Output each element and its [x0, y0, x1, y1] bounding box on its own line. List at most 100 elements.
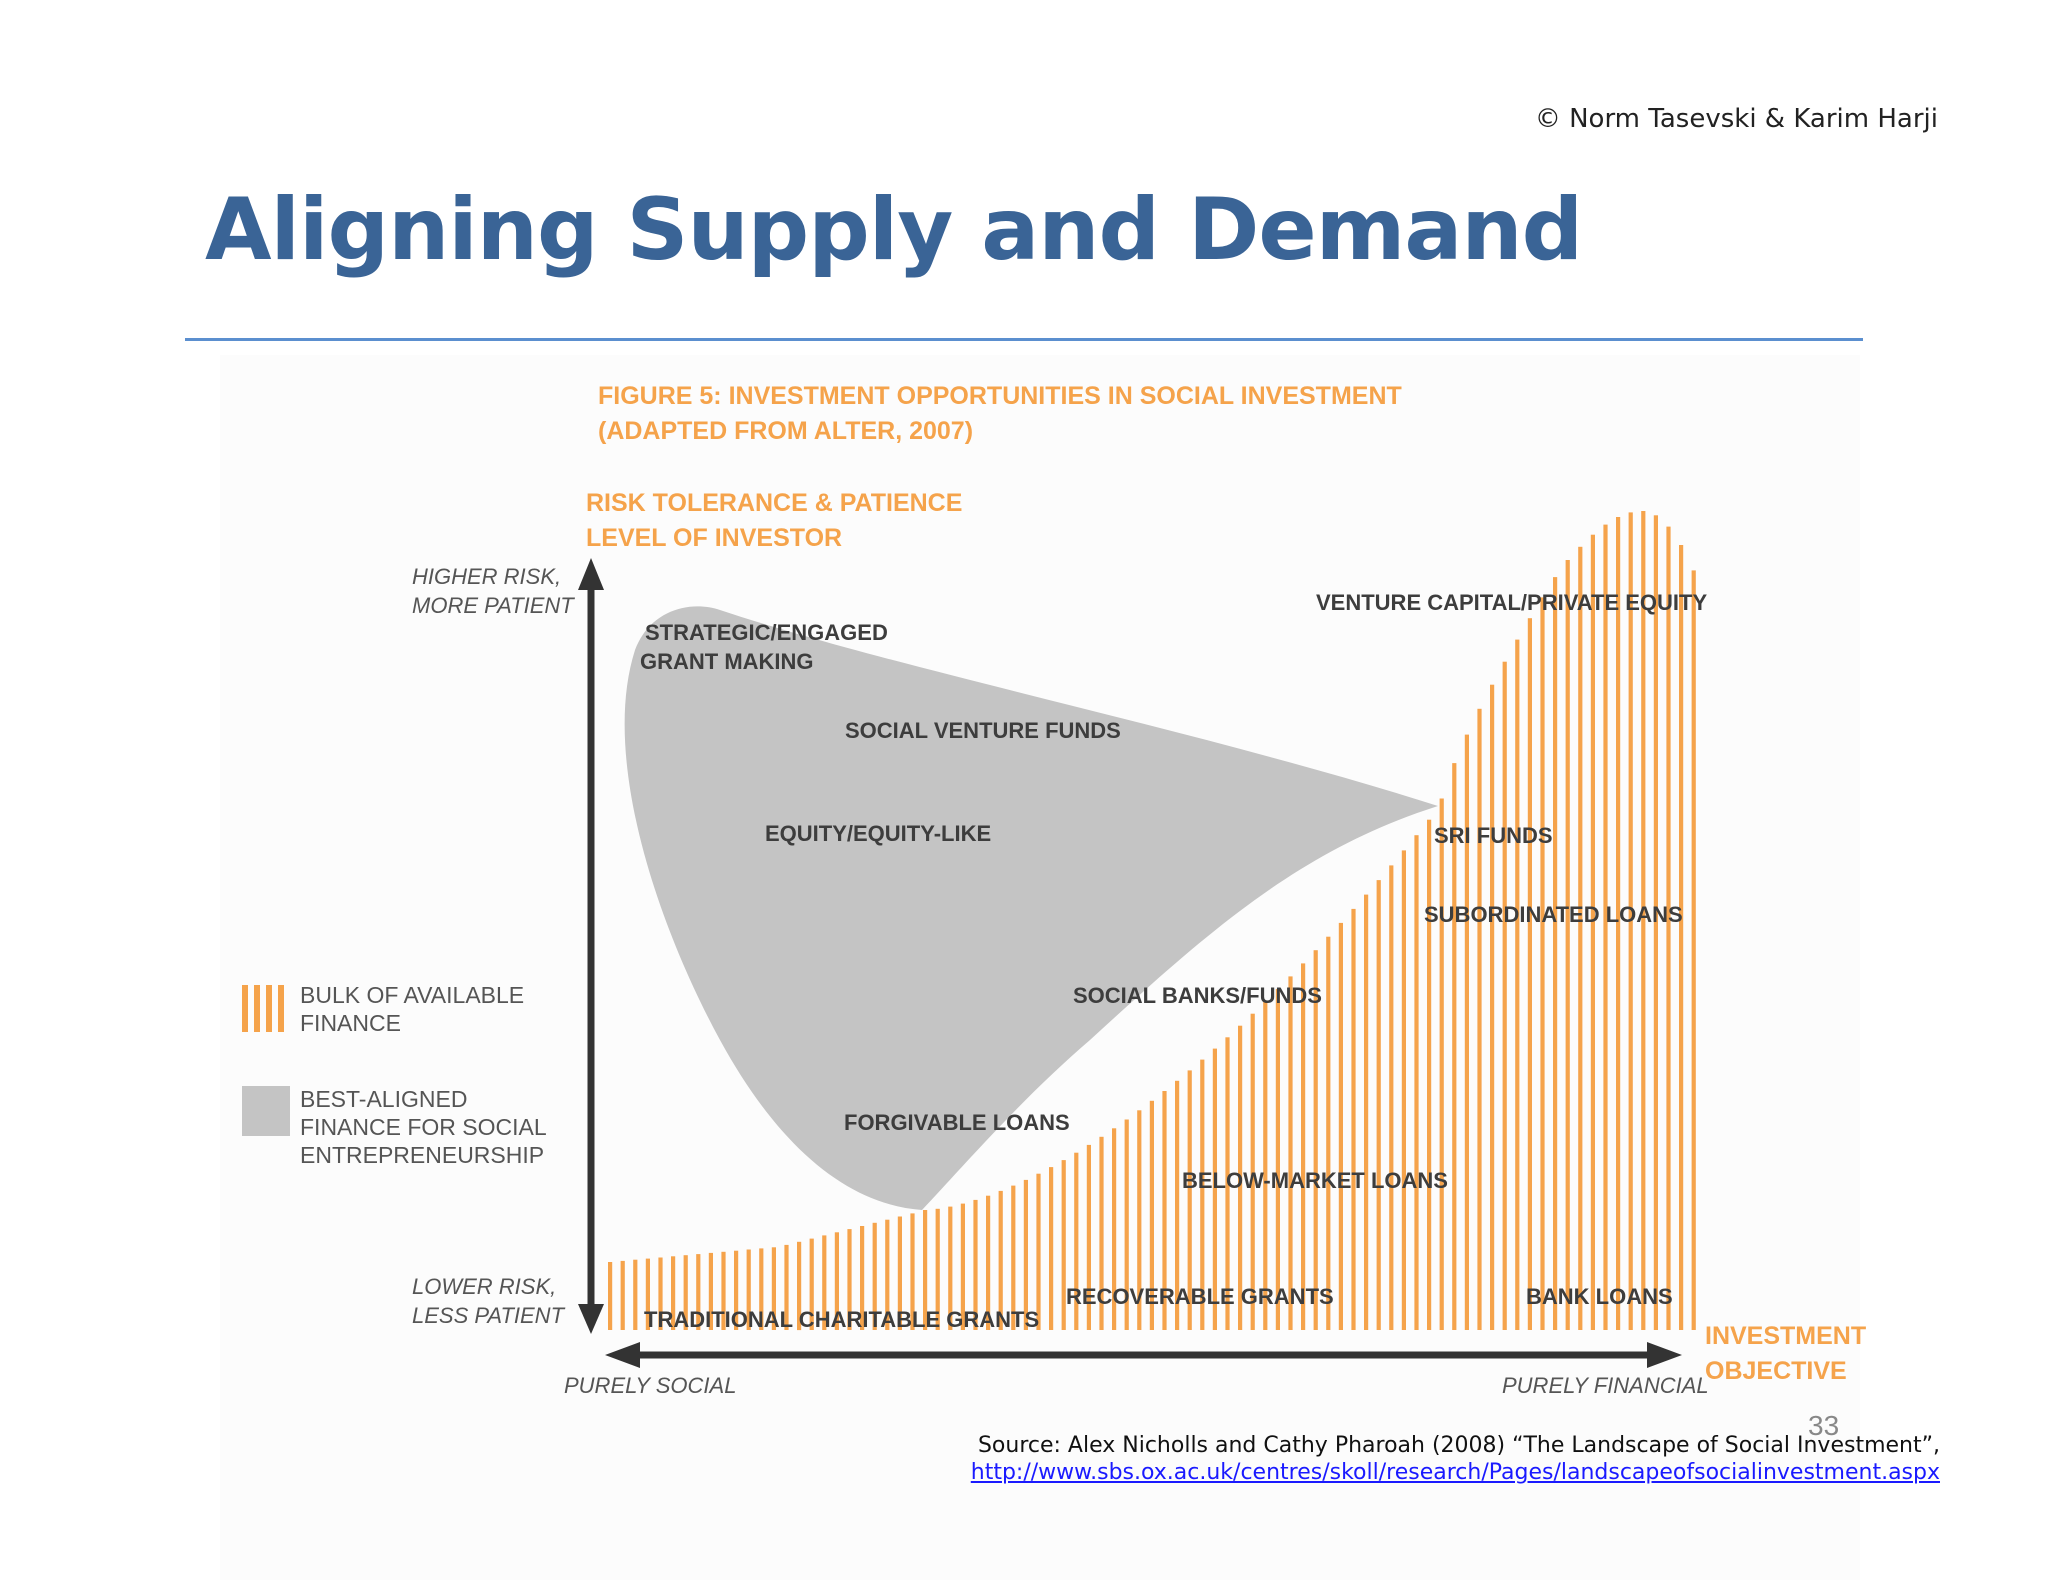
page-number: 33 [1808, 1410, 1840, 1441]
finance-bar [1502, 661, 1507, 1330]
label-subordinated-loans: SUBORDINATED LOANS [1424, 902, 1683, 927]
finance-bar [734, 1250, 739, 1330]
legend-bulk-label-line2: FINANCE [300, 1010, 401, 1036]
finance-bar [1540, 597, 1545, 1330]
finance-bar [1099, 1136, 1104, 1330]
finance-bar [1036, 1173, 1041, 1330]
label-strategic-grant-making-line2: GRANT MAKING [640, 649, 814, 674]
finance-bar [1628, 512, 1633, 1330]
finance-bar [1338, 922, 1343, 1330]
finance-bar [608, 1262, 613, 1330]
label-recoverable-grants: RECOVERABLE GRANTS [1066, 1284, 1334, 1309]
finance-bar [1288, 976, 1293, 1330]
finance-bar [1086, 1144, 1091, 1330]
finance-bar [1275, 989, 1280, 1330]
finance-bar [1137, 1110, 1142, 1330]
finance-bar [1603, 524, 1608, 1330]
x-axis-title: INVESTMENT [1705, 1322, 1867, 1350]
y-axis-title-line2: LEVEL OF INVESTOR [586, 524, 843, 552]
finance-bar [1212, 1048, 1217, 1330]
slide-title: Aligning Supply and Demand [205, 180, 1583, 280]
finance-bar [1313, 950, 1318, 1330]
finance-bar [1389, 865, 1394, 1330]
y-axis-title: RISK TOLERANCE & PATIENCE [586, 489, 963, 517]
finance-bar [1616, 517, 1621, 1330]
finance-bar [1061, 1160, 1066, 1330]
finance-bar [1326, 936, 1331, 1330]
x-right-note: PURELY FINANCIAL [1502, 1373, 1709, 1398]
finance-bar [1301, 963, 1306, 1330]
label-equity: EQUITY/EQUITY-LIKE [765, 821, 992, 846]
finance-bar [986, 1195, 991, 1330]
finance-bar [1641, 511, 1646, 1330]
legend-bulk-label: BULK OF AVAILABLE [300, 982, 525, 1008]
source-citation: Source: Alex Nicholls and Cathy Pharoah … [971, 1432, 1940, 1486]
copyright-notice: © Norm Tasevski & Karim Harji [1534, 104, 1938, 134]
finance-bar [1225, 1037, 1230, 1330]
finance-bar [1414, 835, 1419, 1330]
finance-bar [1515, 639, 1520, 1330]
finance-bar [1439, 798, 1444, 1330]
figure-title: FIGURE 5: INVESTMENT OPPORTUNITIES IN SO… [598, 382, 1402, 410]
finance-bar [1187, 1070, 1192, 1330]
finance-bar [885, 1219, 890, 1330]
finance-bar [746, 1249, 751, 1330]
finance-bar [1452, 763, 1457, 1330]
finance-bar [1376, 880, 1381, 1330]
finance-bar [620, 1260, 625, 1330]
finance-bar [1364, 894, 1369, 1330]
finance-bar [1162, 1091, 1167, 1330]
label-traditional-grants: TRADITIONAL CHARITABLE GRANTS [644, 1307, 1040, 1332]
finance-bar [1124, 1119, 1129, 1330]
finance-bar [935, 1208, 940, 1330]
finance-bar [822, 1235, 827, 1330]
finance-bar [1074, 1152, 1079, 1330]
orange-finance-bars [608, 511, 1696, 1331]
finance-bar [784, 1244, 789, 1330]
finance-bar [1175, 1080, 1180, 1330]
finance-bar [1691, 570, 1696, 1330]
x-axis-title-line2: OBJECTIVE [1705, 1357, 1847, 1385]
label-venture-capital: VENTURE CAPITAL/PRIVATE EQUITY [1316, 590, 1708, 615]
y-top-note: HIGHER RISK, [412, 564, 562, 589]
legend-best-label-line2: FINANCE FOR SOCIAL [300, 1114, 547, 1140]
finance-bar [797, 1241, 802, 1331]
finance-bar [1666, 526, 1671, 1330]
legend-best-label: BEST-ALIGNED [300, 1086, 468, 1112]
source-link[interactable]: http://www.sbs.ox.ac.uk/centres/skoll/re… [970, 1460, 1940, 1485]
legend-best-aligned-swatch [242, 1086, 290, 1136]
finance-bar [1149, 1100, 1154, 1330]
finance-bar [1679, 545, 1684, 1330]
finance-bar [1527, 618, 1532, 1330]
finance-bar [633, 1259, 638, 1330]
finance-bar [1351, 908, 1356, 1330]
finance-bar [759, 1248, 764, 1330]
finance-bar [1490, 684, 1495, 1330]
y-axis-arrow-down [578, 1304, 604, 1334]
finance-bar [1553, 577, 1558, 1330]
label-social-banks-funds: SOCIAL BANKS/FUNDS [1073, 983, 1322, 1008]
finance-bar [771, 1247, 776, 1330]
finance-bar [973, 1199, 978, 1330]
finance-bar [1200, 1059, 1205, 1330]
finance-bar [1250, 1013, 1255, 1330]
finance-bar [1238, 1025, 1243, 1330]
finance-bar [948, 1206, 953, 1330]
finance-bar [910, 1213, 915, 1330]
finance-bar [683, 1255, 688, 1330]
finance-bar [658, 1257, 663, 1330]
finance-bar [671, 1256, 676, 1330]
finance-bar [696, 1254, 701, 1330]
label-below-market-loans: BELOW-MARKET LOANS [1182, 1168, 1448, 1193]
legend-best-label-line3: ENTREPRENEURSHIP [300, 1142, 545, 1168]
finance-bar [1578, 546, 1583, 1330]
x-left-note: PURELY SOCIAL [564, 1373, 737, 1398]
label-forgivable-loans: FORGIVABLE LOANS [844, 1110, 1070, 1135]
finance-bar [1011, 1185, 1016, 1330]
y-top-note-line2: MORE PATIENT [412, 593, 574, 618]
finance-bar [1590, 534, 1595, 1330]
finance-bar [1401, 850, 1406, 1330]
finance-bar [1112, 1128, 1117, 1330]
finance-bar [1477, 708, 1482, 1330]
